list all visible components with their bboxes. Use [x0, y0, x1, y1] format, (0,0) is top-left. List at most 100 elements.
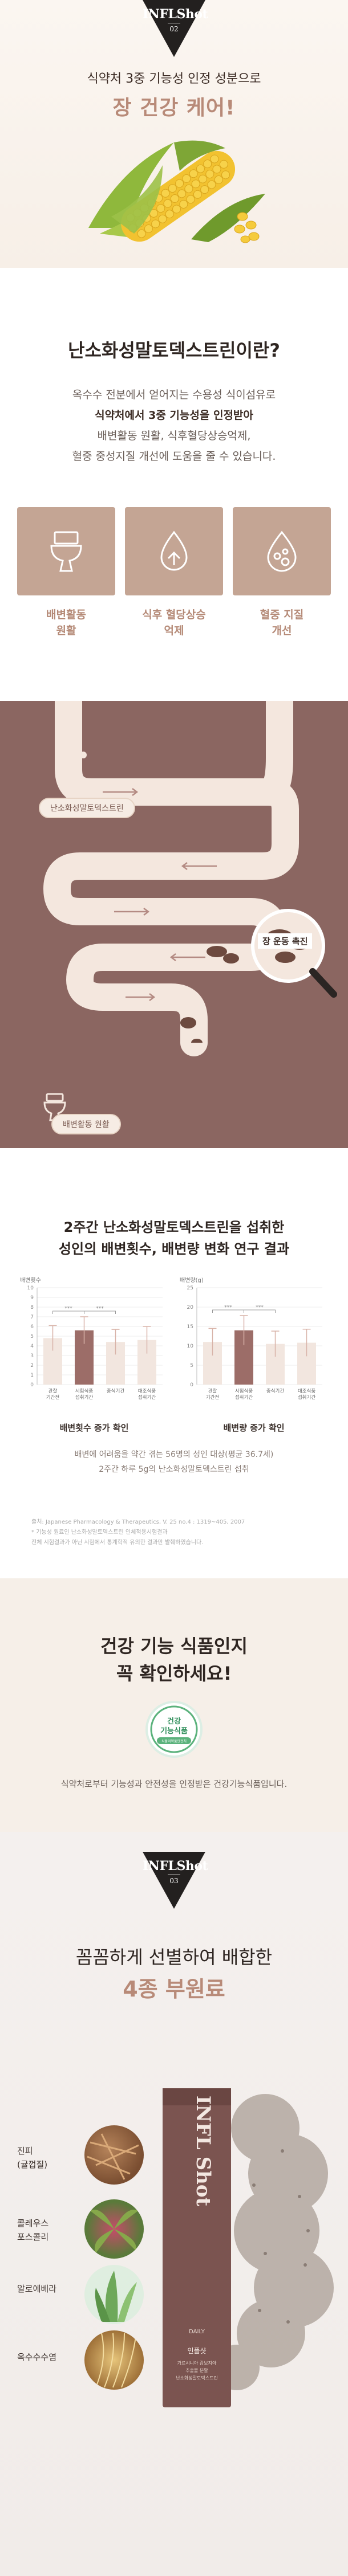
chart-tick-label: 1 — [30, 1373, 34, 1378]
product-line: 난소화성말토덱스트린 — [176, 2375, 218, 2381]
chart-bowel-volume: 배변량(g) 0 5 10 15 20 25 관찰 기간전 시험식품 섭취기간 중식기간 대조식품 섭취기… — [180, 1276, 328, 1424]
chart-tick-label: 0 — [30, 1382, 34, 1388]
study-note: 배변에 어려움을 약간 겪는 56명의 성인 대상(평균 36.7세) 2주간 … — [74, 1450, 274, 1474]
chart-tick-label: 9 — [30, 1295, 34, 1301]
chart-category-label: 관찰 — [208, 1388, 217, 1394]
chart-significance-bracket — [84, 1311, 116, 1314]
definition-section: 난소화성말토덱스트린이란? 옥수수 전분에서 얻어지는 수용성 식이섬유로 식약… — [0, 268, 348, 701]
ingredients-section: INFLShot 03 꼼꼼하게 선별하여 배합한 4종 부원료 진피 (귤껍질)… — [0, 1832, 348, 2576]
chart-category-label: 시험식품 — [75, 1389, 93, 1394]
chart-tick-label: 5 — [190, 1363, 193, 1369]
chart-significance-label: *** — [224, 1305, 232, 1311]
intestine-section: 난소화성말토덱스트린 장 운동 촉진 배변활동 원활 — [0, 701, 348, 1148]
brand-badge: INFLShot 02 — [143, 0, 208, 63]
hero-subtitle: 식약처 3중 기능성 인정 성분으로 — [87, 72, 261, 86]
ingredient-label: 알로에베라 — [17, 2284, 57, 2294]
hero-headline: 장 건강 케어! — [112, 96, 236, 120]
badge-title: INFLShot — [143, 7, 208, 22]
maltodextrin-label: 난소화성말토덱스트린 — [39, 798, 135, 818]
toilet-icon — [50, 531, 82, 572]
badge-number: 02 — [169, 25, 179, 33]
chart-category-label: 시험식품 — [235, 1389, 253, 1394]
cert-badge-line2: 기능식품 — [160, 1726, 188, 1736]
badge-title: INFLShot — [143, 1859, 208, 1873]
benefit-label: 식후 혈당상승 억제 — [142, 609, 206, 637]
chart-category-label: 섭취기간 — [298, 1394, 315, 1401]
study-section: 2주간 난소화성말토덱스트린을 섭취한 성인의 배변횟수, 배변량 변화 연구 … — [0, 1148, 348, 1578]
aloe-vera-image — [84, 2265, 144, 2324]
coleus-forskohlii-image — [84, 2199, 144, 2259]
chart-category-label: 관찰 — [48, 1388, 58, 1394]
certification-section: 건강 기능 식품인지 꼭 확인하세요! 건강 기능식품 식품의약품안전처 식약처… — [0, 1578, 348, 1832]
chart-title: 배변횟수 — [20, 1277, 41, 1284]
chart-tick-label: 3 — [30, 1353, 34, 1359]
chart-tick-label: 5 — [30, 1334, 34, 1340]
lipid-drop-icon — [267, 530, 297, 572]
ingredients-subtitle: 꼼꼼하게 선별하여 배합한 — [75, 1946, 273, 1968]
blood-sugar-icon — [160, 530, 188, 571]
chart-tick-label: 10 — [27, 1285, 34, 1291]
chart-tick-label: 15 — [187, 1324, 193, 1330]
definition-line: 옥수수 전분에서 얻어지는 수용성 식이섬유로 — [72, 389, 276, 401]
peristalsis-label: 장 운동 촉진 — [258, 933, 313, 949]
ingredient-label: 진피 (귤껍질) — [17, 2146, 48, 2170]
intestine-illustration — [43, 701, 337, 1121]
cert-badge-line1: 건강 — [167, 1717, 181, 1726]
benefit-icons — [17, 507, 331, 595]
chart-tick-label: 0 — [190, 1382, 193, 1388]
chart-category-label: 기간전 — [46, 1394, 59, 1401]
benefit-labels: 배변활동 원활 식후 혈당상승 억제 혈중 지질 개선 — [17, 607, 331, 639]
ingredient-label: 콜레우스 포스콜리 — [17, 2218, 49, 2242]
benefit-box-lipid — [233, 507, 331, 595]
definition-line: 식약처에서 3중 기능성을 인정받아 — [95, 409, 253, 422]
benefit-label: 혈중 지질 개선 — [260, 609, 304, 637]
corn-silk-image — [84, 2330, 144, 2390]
chart-category-label: 섭취기간 — [235, 1394, 253, 1401]
study-title: 2주간 난소화성말토덱스트린을 섭취한 성인의 배변횟수, 배변량 변화 연구 … — [58, 1219, 290, 1257]
chart-tick-label: 4 — [30, 1344, 34, 1349]
corn-illustration — [88, 140, 265, 243]
product-line: 가르시니아 캄보지아 — [177, 2360, 217, 2366]
chart-tick-label: 2 — [30, 1363, 34, 1369]
chart-bowel-frequency: 배변횟수 0 1 2 3 4 5 6 7 8 9 10 관찰 기간전 시험식품 섭취기간 중식기간 대조식품 섭취기… — [20, 1276, 168, 1424]
definition-title: 난소화성말토덱스트린이란? — [68, 340, 280, 361]
product-line: 인플샷 — [187, 2347, 206, 2355]
ingredient-label: 옥수수수염 — [17, 2352, 57, 2362]
chart-tick-label: 8 — [30, 1305, 34, 1311]
study-references: 출처: Japanese Pharmacology & Therapeutics… — [31, 1519, 245, 1546]
health-food-mark-icon: 건강 기능식품 식품의약품안전처 — [145, 1701, 203, 1758]
chart-category-label: 중식기간 — [266, 1388, 284, 1394]
chart-result-volume: 배변량 증가 확인 — [223, 1423, 285, 1433]
brand-badge: INFLShot 03 — [143, 1852, 208, 1914]
citrus-peel-image — [84, 2125, 144, 2185]
badge-number: 03 — [169, 1877, 179, 1885]
chart-significance-bracket — [244, 1309, 276, 1313]
chart-tick-label: 20 — [187, 1305, 194, 1311]
chart-tick-label: 10 — [187, 1344, 194, 1349]
definition-text: 옥수수 전분에서 얻어지는 수용성 식이섬유로 식약처에서 3중 기능성을 인정… — [0, 385, 348, 467]
product-illustration: INFL Shot DAILY 인플샷 가르시니아 캄보지아 추출물 분말 난소… — [163, 2088, 334, 2407]
cert-badge-small: 식품의약품안전처 — [161, 1739, 187, 1744]
chart-category-label: 기간전 — [206, 1394, 219, 1401]
hero-section: INFLShot 02 식약처 3중 기능성 인정 성분으로 장 건강 케어! — [0, 0, 348, 268]
bowel-label: 배변활동 원활 — [51, 1114, 121, 1134]
chart-category-label: 중식기간 — [107, 1388, 124, 1394]
chart-result-frequency: 배변횟수 증가 확인 — [59, 1423, 129, 1433]
chart-tick-label: 7 — [30, 1314, 34, 1320]
chart-significance-label: *** — [96, 1306, 104, 1312]
product-brand: INFL Shot — [192, 2096, 215, 2207]
chart-category-label: 대조식품 — [138, 1389, 156, 1394]
cert-text: 식약처로부터 기능성과 안전성을 인정받은 건강기능식품입니다. — [60, 1779, 288, 1789]
chart-title: 배변량(g) — [180, 1277, 204, 1284]
product-line: DAILY — [189, 2329, 205, 2335]
product-line: 추출물 분말 — [185, 2367, 208, 2373]
chart-category-label: 섭취기간 — [75, 1394, 93, 1401]
cert-title: 건강 기능 식품인지 꼭 확인하세요! — [100, 1635, 248, 1684]
benefit-box-bowel — [17, 507, 115, 595]
chart-tick-label: 6 — [30, 1324, 34, 1330]
benefit-box-sugar — [125, 507, 223, 595]
benefit-label: 배변활동 원활 — [46, 609, 86, 637]
definition-line: 배변활동 원활, 식후혈당상승억제, — [97, 430, 251, 442]
chart-tick-label: 25 — [187, 1285, 193, 1291]
